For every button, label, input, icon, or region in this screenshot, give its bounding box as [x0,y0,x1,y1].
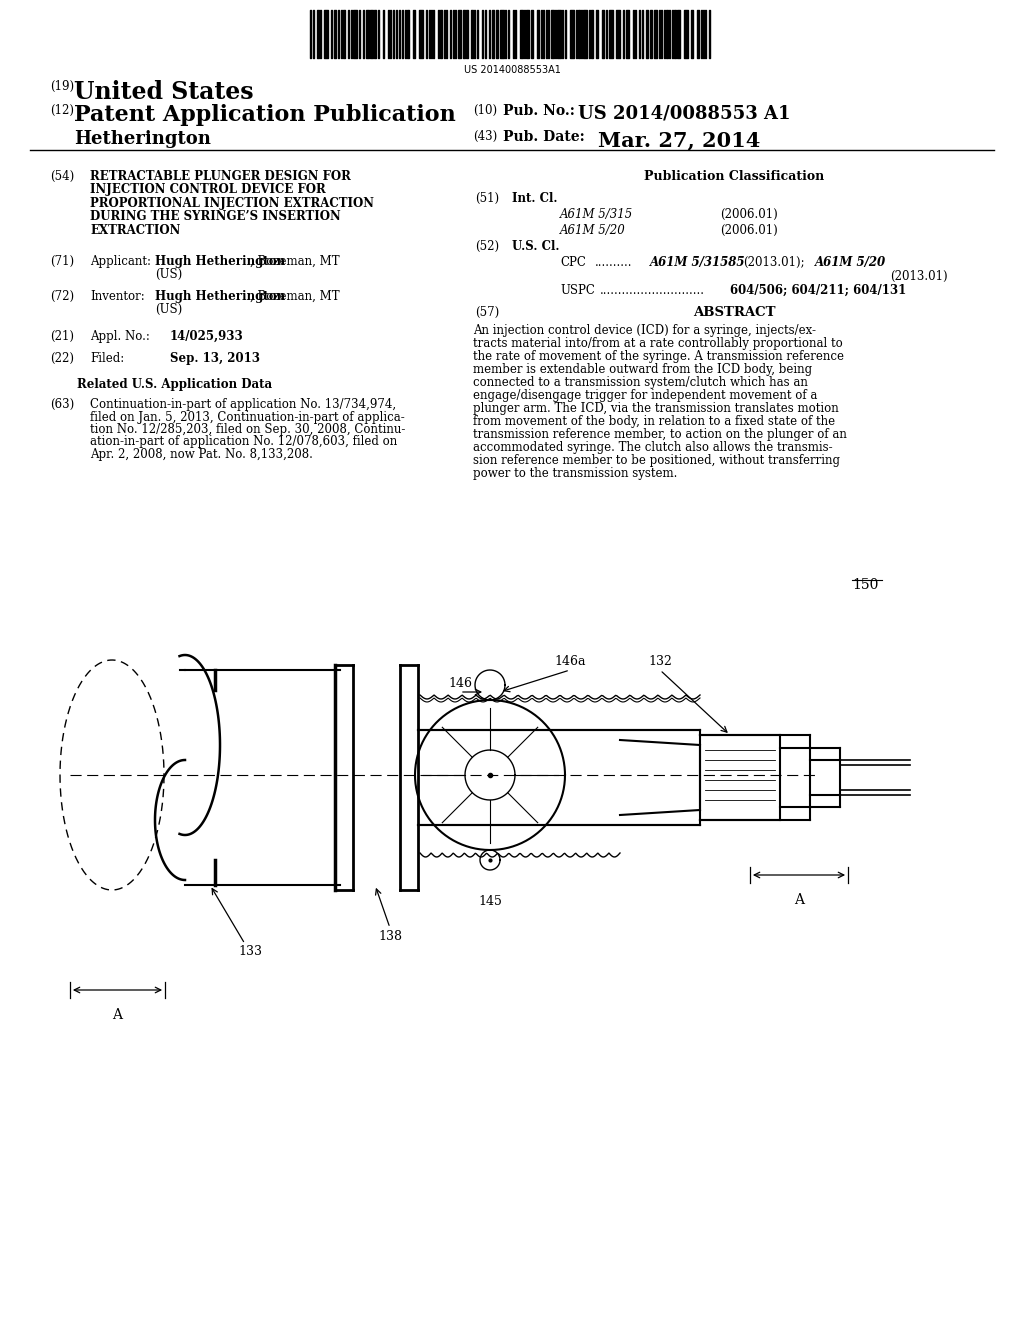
Text: accommodated syringe. The clutch also allows the transmis-: accommodated syringe. The clutch also al… [473,441,833,454]
Text: (52): (52) [475,240,499,253]
Text: (57): (57) [475,306,500,319]
Text: connected to a transmission system/clutch which has an: connected to a transmission system/clutc… [473,376,808,389]
Text: RETRACTABLE PLUNGER DESIGN FOR: RETRACTABLE PLUNGER DESIGN FOR [90,170,351,183]
Text: (43): (43) [473,129,498,143]
Text: Pub. Date:: Pub. Date: [503,129,585,144]
Text: USPC: USPC [560,284,595,297]
Text: (2013.01): (2013.01) [890,271,947,282]
Text: INJECTION CONTROL DEVICE FOR: INJECTION CONTROL DEVICE FOR [90,183,326,197]
Text: (72): (72) [50,290,74,304]
Text: (54): (54) [50,170,75,183]
Text: Pub. No.:: Pub. No.: [503,104,574,117]
Text: Sep. 13, 2013: Sep. 13, 2013 [170,352,260,366]
Text: 133: 133 [238,945,262,958]
Text: 150: 150 [852,578,879,591]
Text: engage/disengage trigger for independent movement of a: engage/disengage trigger for independent… [473,389,817,403]
Text: Appl. No.:: Appl. No.: [90,330,150,343]
Text: ............................: ............................ [600,284,705,297]
Text: Apr. 2, 2008, now Pat. No. 8,133,208.: Apr. 2, 2008, now Pat. No. 8,133,208. [90,447,313,461]
Text: tion No. 12/285,203, filed on Sep. 30, 2008, Continu-: tion No. 12/285,203, filed on Sep. 30, 2… [90,422,406,436]
Text: 146: 146 [449,677,472,690]
Text: member is extendable outward from the ICD body, being: member is extendable outward from the IC… [473,363,812,376]
Text: power to the transmission system.: power to the transmission system. [473,467,677,480]
Text: US 20140088553A1: US 20140088553A1 [464,65,560,75]
Text: (2006.01): (2006.01) [720,209,778,220]
Text: DURING THE SYRINGE’S INSERTION: DURING THE SYRINGE’S INSERTION [90,210,341,223]
Text: A61M 5/315: A61M 5/315 [560,209,633,220]
Text: 138: 138 [378,931,402,942]
Text: (2013.01);: (2013.01); [743,256,805,269]
Text: Int. Cl.: Int. Cl. [512,191,557,205]
Text: (19): (19) [50,81,74,92]
Text: Applicant:: Applicant: [90,255,151,268]
Text: Publication Classification: Publication Classification [644,170,824,183]
Text: (US): (US) [155,268,182,281]
Text: the rate of movement of the syringe. A transmission reference: the rate of movement of the syringe. A t… [473,350,844,363]
Text: Hugh Hetherington: Hugh Hetherington [155,290,285,304]
Text: A: A [794,894,804,907]
Text: An injection control device (ICD) for a syringe, injects/ex-: An injection control device (ICD) for a … [473,323,816,337]
Text: U.S. Cl.: U.S. Cl. [512,240,559,253]
Text: ation-in-part of application No. 12/078,603, filed on: ation-in-part of application No. 12/078,… [90,436,397,449]
Text: (US): (US) [155,304,182,315]
Text: A61M 5/20: A61M 5/20 [815,256,886,269]
Text: (21): (21) [50,330,74,343]
Text: United States: United States [74,81,254,104]
Text: sion reference member to be positioned, without transferring: sion reference member to be positioned, … [473,454,840,467]
Text: A61M 5/20: A61M 5/20 [560,224,626,238]
Text: Hugh Hetherington: Hugh Hetherington [155,255,285,268]
Text: Filed:: Filed: [90,352,124,366]
Text: (12): (12) [50,104,74,117]
Text: 14/025,933: 14/025,933 [170,330,244,343]
Text: A61M 5/31585: A61M 5/31585 [650,256,745,269]
Text: , Bozeman, MT: , Bozeman, MT [250,255,340,268]
Text: A: A [113,1008,123,1022]
Text: ..........: .......... [595,256,633,269]
Text: from movement of the body, in relation to a fixed state of the: from movement of the body, in relation t… [473,414,836,428]
Text: (2006.01): (2006.01) [720,224,778,238]
Text: transmission reference member, to action on the plunger of an: transmission reference member, to action… [473,428,847,441]
Text: Inventor:: Inventor: [90,290,144,304]
Text: Patent Application Publication: Patent Application Publication [74,104,456,125]
Text: plunger arm. The ICD, via the transmission translates motion: plunger arm. The ICD, via the transmissi… [473,403,839,414]
Text: Hetherington: Hetherington [74,129,211,148]
Text: tracts material into/from at a rate controllably proportional to: tracts material into/from at a rate cont… [473,337,843,350]
Text: 604/506; 604/211; 604/131: 604/506; 604/211; 604/131 [730,284,906,297]
Text: 146a: 146a [554,655,586,668]
Text: filed on Jan. 5, 2013, Continuation-in-part of applica-: filed on Jan. 5, 2013, Continuation-in-p… [90,411,404,424]
Text: EXTRACTION: EXTRACTION [90,224,180,238]
Text: (22): (22) [50,352,74,366]
Text: Mar. 27, 2014: Mar. 27, 2014 [598,129,761,150]
Text: Continuation-in-part of application No. 13/734,974,: Continuation-in-part of application No. … [90,399,396,411]
Text: ABSTRACT: ABSTRACT [693,306,775,319]
Text: (71): (71) [50,255,74,268]
Text: CPC: CPC [560,256,586,269]
Text: PROPORTIONAL INJECTION EXTRACTION: PROPORTIONAL INJECTION EXTRACTION [90,197,374,210]
Text: (63): (63) [50,399,75,411]
Text: Related U.S. Application Data: Related U.S. Application Data [78,378,272,391]
Text: (10): (10) [473,104,497,117]
Text: 132: 132 [648,655,672,668]
Text: US 2014/0088553 A1: US 2014/0088553 A1 [578,104,791,121]
Text: (51): (51) [475,191,499,205]
Text: , Bozeman, MT: , Bozeman, MT [250,290,340,304]
Text: 145: 145 [478,895,502,908]
